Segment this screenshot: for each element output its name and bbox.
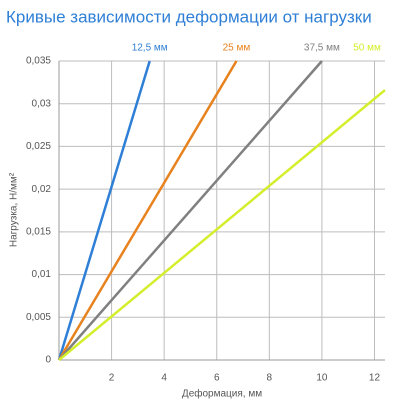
chart-title: Кривые зависимости деформации от нагрузк… bbox=[6, 7, 372, 26]
x-axis-label: Деформация, мм bbox=[182, 388, 262, 400]
x-tick-label: 10 bbox=[316, 373, 328, 384]
legend-label: 25 мм bbox=[223, 43, 251, 54]
y-tick-label: 0,02 bbox=[32, 184, 52, 195]
series-line bbox=[58, 89, 386, 361]
legend-label: 37,5 мм bbox=[304, 43, 340, 54]
y-tick-label: 0,005 bbox=[26, 312, 51, 323]
y-axis-label: Нагрузка, Н/мм² bbox=[9, 172, 20, 247]
y-tick-label: 0,03 bbox=[32, 98, 52, 109]
series-line bbox=[58, 60, 323, 361]
y-tick-label: 0,025 bbox=[26, 141, 51, 152]
y-tick-label: 0,01 bbox=[32, 269, 52, 280]
x-tick-label: 8 bbox=[267, 373, 273, 384]
y-tick-label: 0,015 bbox=[26, 226, 51, 237]
series-line bbox=[57, 60, 238, 361]
legend-label: 12,5 мм bbox=[132, 43, 168, 54]
series-line bbox=[57, 60, 151, 361]
x-tick-label: 4 bbox=[161, 373, 167, 384]
y-tick-label: 0,035 bbox=[26, 56, 51, 67]
y-tick-label: 0 bbox=[45, 355, 51, 366]
x-tick-label: 12 bbox=[369, 373, 381, 384]
x-tick-label: 2 bbox=[109, 373, 115, 384]
legend-label: 50 мм bbox=[353, 43, 381, 54]
x-tick-label: 6 bbox=[214, 373, 220, 384]
